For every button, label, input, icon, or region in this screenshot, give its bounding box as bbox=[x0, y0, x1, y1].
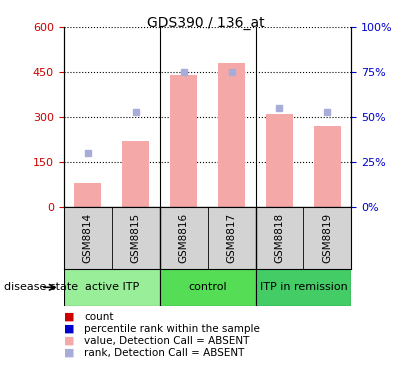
Text: ■: ■ bbox=[64, 324, 74, 334]
Bar bbox=[122, 141, 149, 207]
Text: GSM8814: GSM8814 bbox=[83, 213, 92, 263]
Bar bbox=[112, 207, 159, 269]
Bar bbox=[159, 207, 208, 269]
Bar bbox=[64, 269, 159, 306]
Text: rank, Detection Call = ABSENT: rank, Detection Call = ABSENT bbox=[84, 348, 245, 358]
Text: percentile rank within the sample: percentile rank within the sample bbox=[84, 324, 260, 334]
Bar bbox=[159, 269, 256, 306]
Text: GSM8819: GSM8819 bbox=[323, 213, 332, 263]
Bar bbox=[314, 126, 341, 207]
Text: GDS390 / 136_at: GDS390 / 136_at bbox=[147, 16, 264, 30]
Bar bbox=[74, 183, 101, 207]
Text: disease state: disease state bbox=[4, 282, 78, 292]
Text: ■: ■ bbox=[64, 336, 74, 346]
Bar bbox=[303, 207, 351, 269]
Text: value, Detection Call = ABSENT: value, Detection Call = ABSENT bbox=[84, 336, 249, 346]
Bar bbox=[64, 207, 112, 269]
Bar bbox=[171, 75, 197, 207]
Text: GSM8816: GSM8816 bbox=[179, 213, 189, 263]
Bar bbox=[256, 207, 303, 269]
Text: ■: ■ bbox=[64, 348, 74, 358]
Text: GSM8817: GSM8817 bbox=[226, 213, 236, 263]
Text: ■: ■ bbox=[64, 311, 74, 322]
Text: GSM8815: GSM8815 bbox=[131, 213, 141, 263]
Text: control: control bbox=[188, 282, 227, 292]
Text: active ITP: active ITP bbox=[85, 282, 139, 292]
Bar bbox=[218, 63, 245, 207]
Bar bbox=[208, 207, 256, 269]
Bar bbox=[256, 269, 351, 306]
Text: GSM8818: GSM8818 bbox=[275, 213, 284, 263]
Bar bbox=[266, 114, 293, 207]
Text: ITP in remission: ITP in remission bbox=[260, 282, 347, 292]
Text: count: count bbox=[84, 311, 114, 322]
